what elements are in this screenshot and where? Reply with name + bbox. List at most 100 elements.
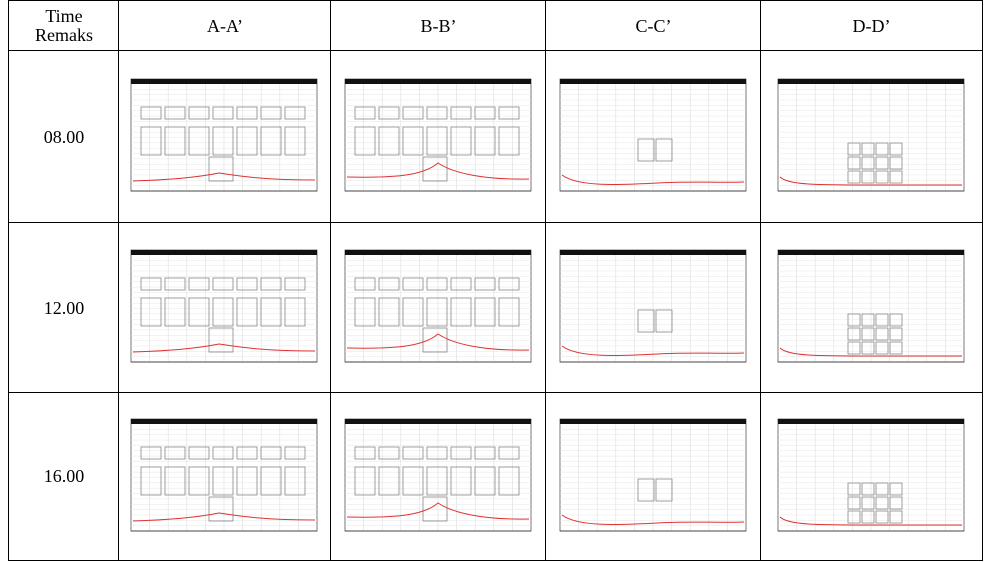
plot-curve (561, 345, 744, 357)
facade-window (655, 478, 672, 501)
facade-window (875, 482, 888, 495)
facade-window (875, 341, 888, 355)
facade-window (140, 126, 162, 156)
facade-window (498, 106, 519, 120)
facade-window (450, 446, 471, 459)
facade-window (164, 297, 186, 327)
corner-line: Remaks (35, 25, 93, 45)
row-header: 12.00 (8, 222, 119, 393)
facade-window (474, 106, 495, 120)
facade-window (402, 126, 423, 156)
facade-window (861, 327, 874, 341)
facade-window (236, 126, 258, 156)
plot-curve (779, 347, 962, 357)
section-plot (559, 418, 746, 531)
facade-window (474, 297, 495, 327)
facade-window (378, 297, 399, 327)
facade-window (655, 138, 672, 162)
facade-window (164, 466, 186, 495)
facade-window (402, 466, 423, 495)
image-cell (330, 222, 546, 393)
plot-top-bar (131, 418, 317, 424)
facade-window (284, 466, 306, 495)
plot-curve (561, 514, 744, 525)
facade-window (861, 496, 874, 509)
facade-window (422, 327, 447, 353)
facade-window (236, 297, 258, 327)
section-plot (130, 418, 318, 531)
facade-window (422, 496, 447, 521)
facade-window (450, 126, 471, 156)
facade-window (212, 126, 234, 156)
facade-window (164, 126, 186, 156)
facade-window (402, 277, 423, 291)
column-header: A-A’ (118, 0, 331, 51)
facade-window (889, 482, 902, 495)
facade-window (450, 297, 471, 327)
plot-top-bar (131, 79, 317, 84)
facade-window (474, 466, 495, 495)
facade-window (284, 446, 306, 459)
facade-window (140, 297, 162, 327)
plot-curve (346, 162, 529, 180)
facade-window (498, 126, 519, 156)
facade-window (875, 313, 888, 327)
facade-window (861, 341, 874, 355)
facade-window (889, 327, 902, 341)
facade-window (354, 297, 375, 327)
facade-window (164, 446, 186, 459)
plot-curve (561, 174, 744, 186)
plot-top-bar (344, 250, 531, 255)
image-cell (760, 50, 983, 223)
facade-window (847, 156, 860, 170)
image-cell (330, 392, 546, 561)
plot-top-bar (777, 79, 964, 84)
facade-window (140, 106, 162, 120)
section-plot (344, 418, 531, 531)
plot-curve (779, 176, 962, 186)
facade-window (284, 277, 306, 291)
facade-window (426, 466, 447, 495)
facade-window (861, 156, 874, 170)
facade-window (354, 277, 375, 291)
facade-window (378, 277, 399, 291)
facade-window (426, 446, 447, 459)
facade-window (354, 446, 375, 459)
facade-window (188, 297, 210, 327)
facade-window (260, 106, 282, 120)
facade-window (188, 106, 210, 120)
facade-window (450, 277, 471, 291)
section-plot (130, 249, 318, 363)
plot-top-bar (344, 418, 531, 424)
facade-window (212, 297, 234, 327)
plot-curve (132, 172, 316, 182)
section-plot (130, 78, 318, 192)
facade-window (861, 510, 874, 523)
plot-top-bar (559, 418, 746, 424)
facade-window (889, 313, 902, 327)
facade-window (426, 126, 447, 156)
facade-window (402, 446, 423, 459)
facade-window (236, 446, 258, 459)
facade-window (498, 446, 519, 459)
facade-window (875, 510, 888, 523)
facade-window (260, 466, 282, 495)
facade-window (188, 277, 210, 291)
image-cell (545, 222, 761, 393)
facade-window (188, 126, 210, 156)
facade-window (889, 341, 902, 355)
facade-window (474, 446, 495, 459)
image-cell (330, 50, 546, 223)
facade-window (655, 309, 672, 333)
facade-window (354, 126, 375, 156)
facade-window (284, 297, 306, 327)
plot-top-bar (777, 250, 964, 255)
image-cell (760, 222, 983, 393)
facade-window (140, 277, 162, 291)
facade-window (498, 466, 519, 495)
section-plot (777, 249, 964, 363)
facade-window (847, 496, 860, 509)
corner-header: Time Remaks (8, 0, 119, 51)
facade-window (140, 446, 162, 459)
